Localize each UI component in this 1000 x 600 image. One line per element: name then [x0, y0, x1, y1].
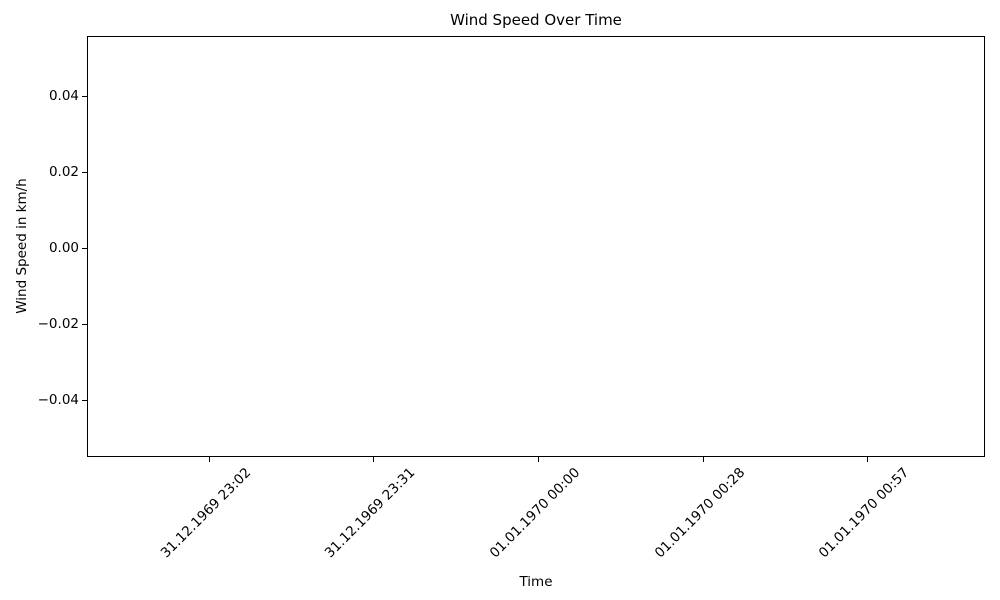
x-tick-mark — [209, 457, 210, 462]
plot-area — [87, 36, 985, 457]
x-tick-mark — [703, 457, 704, 462]
x-tick-mark — [867, 457, 868, 462]
y-tick-mark — [82, 95, 87, 97]
y-tick-label: −0.02 — [37, 316, 79, 332]
chart-title: Wind Speed Over Time — [450, 11, 622, 29]
x-tick-label: 31.12.1969 23:31 — [321, 464, 419, 562]
x-tick-label: 01.01.1970 00:57 — [815, 464, 913, 562]
x-axis-label: Time — [519, 574, 553, 590]
y-tick-label: 0.02 — [48, 164, 79, 180]
y-tick-mark — [82, 247, 87, 249]
y-tick-mark — [82, 399, 87, 401]
y-tick-mark — [82, 323, 87, 325]
x-tick-label: 01.01.1970 00:28 — [651, 464, 749, 562]
x-tick-label: 31.12.1969 23:02 — [157, 464, 255, 562]
y-tick-mark — [82, 171, 87, 173]
y-axis-label: Wind Speed in km/h — [14, 178, 30, 314]
x-tick-mark — [373, 457, 374, 462]
y-tick-label: −0.04 — [37, 392, 79, 408]
x-tick-mark — [538, 457, 539, 462]
y-tick-label: 0.00 — [48, 240, 79, 256]
y-tick-label: 0.04 — [48, 88, 79, 104]
x-tick-label: 01.01.1970 00:00 — [486, 464, 584, 562]
